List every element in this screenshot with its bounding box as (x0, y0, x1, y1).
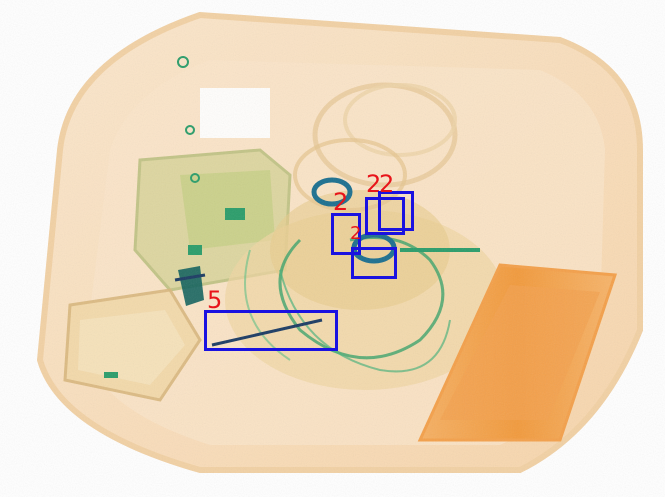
detection-label: 2 (333, 188, 349, 216)
detection-label: 5 (207, 286, 223, 314)
detection-box (378, 191, 414, 231)
detection-box (331, 213, 361, 255)
detection-box (204, 310, 338, 351)
detection-label: 2 (350, 223, 362, 244)
detection-box (365, 197, 405, 235)
detection-label: 2 (366, 170, 382, 198)
detection-label: 2 (379, 170, 395, 198)
detection-box (351, 247, 397, 279)
